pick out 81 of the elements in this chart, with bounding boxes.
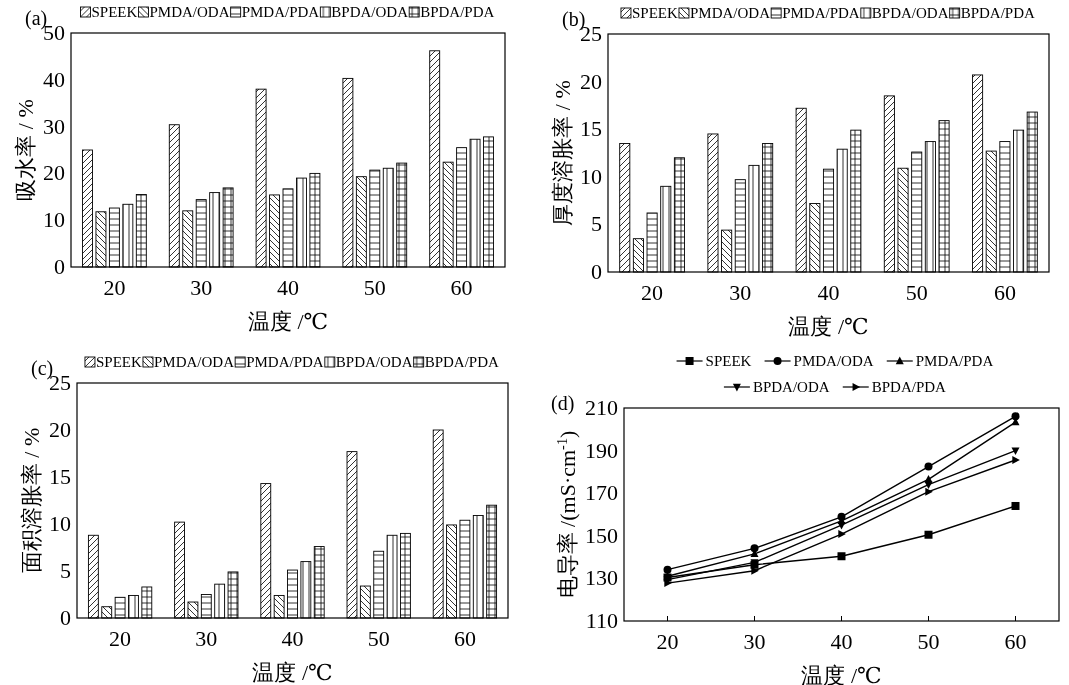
point [837, 521, 846, 530]
y-tick-label: 0 [591, 259, 602, 284]
y-tick-label: 170 [585, 480, 618, 506]
y-tick-label: 190 [585, 437, 618, 463]
y-tick-label: 15 [49, 464, 71, 489]
x-axis-title: 温度 /℃ [788, 314, 869, 339]
x-axis-title: 温度 /℃ [247, 309, 329, 334]
legend-label: BPDA/ODA [871, 5, 949, 21]
point [837, 552, 846, 561]
y-axis-title: 吸水率 / % [13, 99, 38, 201]
x-tick-label: 40 [817, 280, 840, 305]
legend-label: PMDA/ODA [153, 354, 235, 370]
y-tick-label: 20 [43, 160, 65, 186]
point [663, 565, 672, 574]
legend-label: PMDA/PDA [246, 354, 324, 370]
x-tick-label: 40 [830, 629, 853, 654]
legend-label: BPDA/PDA [871, 379, 947, 395]
x-tick-label: 50 [905, 280, 928, 305]
legend-label: PMDA/ODA [149, 4, 230, 20]
legend-label: PMDA/ODA [793, 353, 874, 369]
x-tick-label: 50 [363, 275, 386, 300]
legend-label: SPEEK [95, 354, 142, 370]
x-axis-title: 温度 /℃ [252, 660, 333, 685]
y-tick-label: 5 [60, 558, 71, 583]
legend-label: BPDA/PDA [424, 354, 500, 370]
x-tick-label: 40 [277, 275, 299, 300]
y-tick-label: 0 [54, 254, 65, 279]
point [924, 481, 933, 490]
legend-label: BPDA/ODA [752, 379, 830, 395]
legend-label: PMDA/PDA [915, 353, 994, 369]
y-tick-label: 40 [43, 66, 65, 92]
legend-label: SPEEK [705, 353, 752, 369]
point [1011, 501, 1020, 510]
y-tick-label: 210 [585, 395, 618, 420]
y-tick-label: 5 [591, 211, 602, 237]
y-tick-label: 15 [580, 116, 602, 142]
x-tick-label: 20 [656, 629, 679, 654]
point [925, 487, 933, 496]
x-tick-label: 20 [103, 275, 126, 300]
x-tick-label: 30 [190, 275, 213, 300]
y-axis-title: 厚度溶胀率 / % [550, 80, 575, 226]
legend-label: PMDA/PDA [241, 4, 320, 20]
y-tick-label: 20 [49, 417, 71, 442]
legend-label: BPDA/ODA [331, 4, 409, 20]
x-tick-label: 60 [450, 275, 473, 300]
y-tick-label: 10 [580, 163, 602, 189]
y-tick-label: 10 [49, 511, 71, 536]
legend-label: BPDA/PDA [420, 4, 495, 20]
chart-title: (d) [551, 392, 575, 415]
legend-label: BPDA/PDA [960, 5, 1036, 21]
point [1011, 412, 1020, 421]
x-tick-label: 30 [195, 626, 218, 651]
x-tick-label: 50 [917, 629, 940, 654]
y-tick-label: 110 [585, 608, 618, 633]
point [1012, 455, 1020, 464]
x-tick-label: 30 [743, 629, 766, 654]
x-tick-label: 30 [729, 280, 752, 305]
point [1011, 447, 1020, 455]
legend-label: PMDA/ODA [689, 5, 771, 21]
y-tick-label: 150 [585, 522, 618, 548]
y-axis-title: 面积溶胀率 / % [19, 427, 44, 574]
y-tick-label: 30 [43, 113, 65, 139]
legend-label: BPDA/ODA [335, 354, 413, 370]
y-tick-label: 130 [585, 565, 618, 591]
x-tick-label: 20 [109, 626, 132, 651]
legend-label: SPEEK [91, 4, 138, 20]
point [838, 530, 846, 539]
y-tick-label: 0 [60, 605, 71, 630]
legend-label: SPEEK [631, 5, 678, 21]
point [924, 530, 933, 539]
x-tick-label: 60 [1004, 629, 1027, 654]
x-tick-label: 60 [993, 280, 1016, 305]
y-tick-label: 10 [43, 207, 65, 233]
x-axis-title: 温度 /℃ [801, 663, 882, 685]
x-tick-label: 50 [367, 626, 390, 651]
x-tick-label: 20 [641, 280, 664, 305]
point [924, 462, 933, 471]
x-tick-label: 60 [453, 626, 476, 651]
legend-label: PMDA/PDA [782, 5, 860, 21]
x-tick-label: 40 [281, 626, 304, 651]
y-tick-label: 20 [580, 68, 602, 94]
